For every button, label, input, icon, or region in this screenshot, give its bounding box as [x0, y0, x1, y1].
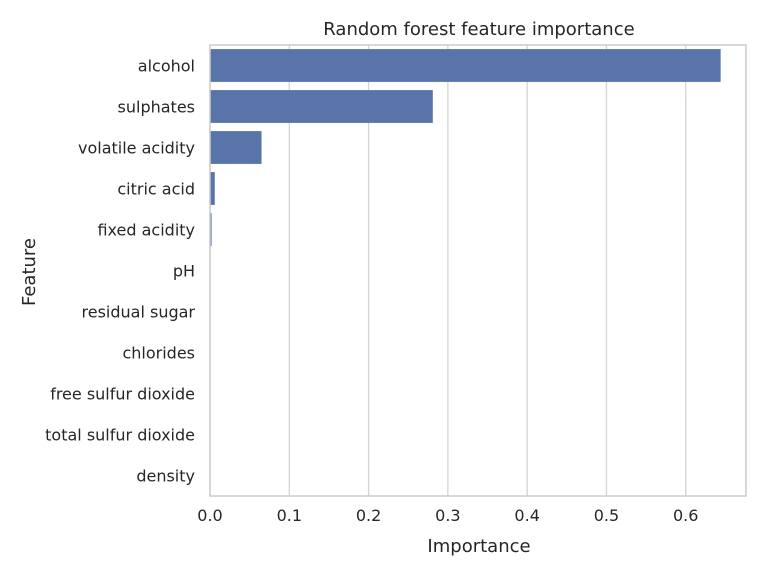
y-category-label: volatile acidity — [78, 139, 195, 158]
x-tick-label: 0.0 — [197, 506, 222, 525]
y-category-label: chlorides — [122, 344, 195, 363]
x-tick-label: 0.2 — [356, 506, 381, 525]
y-axis-label: Feature — [19, 238, 40, 306]
x-tick-label: 0.3 — [435, 506, 460, 525]
y-category-label: pH — [173, 262, 195, 281]
bar — [210, 172, 215, 205]
y-category-labels: alcohol sulphates volatile acidity citric a… — [45, 57, 195, 486]
x-tick-labels: 0.0 0.1 0.2 0.3 0.4 0.5 0.6 — [197, 506, 698, 525]
plot-frame — [209, 44, 747, 497]
y-category-label: alcohol — [138, 57, 195, 76]
bar — [210, 90, 433, 123]
y-category-label: total sulfur dioxide — [45, 426, 195, 445]
bar — [210, 49, 721, 82]
y-category-label: density — [136, 467, 195, 486]
x-tick-label: 0.6 — [673, 506, 698, 525]
y-category-label: residual sugar — [82, 303, 196, 322]
bars — [210, 49, 721, 246]
axes-frame — [209, 44, 747, 497]
x-axis-label: Importance — [427, 536, 530, 557]
bar — [210, 213, 212, 246]
x-tick-label: 0.4 — [514, 506, 539, 525]
y-category-label: fixed acidity — [97, 221, 195, 240]
chart-title: Random forest feature importance — [323, 19, 634, 40]
y-category-label: citric acid — [117, 180, 195, 199]
y-category-label: sulphates — [118, 98, 195, 117]
x-tick-label: 0.5 — [594, 506, 619, 525]
x-tick-label: 0.1 — [277, 506, 302, 525]
y-category-label: free sulfur dioxide — [50, 385, 195, 404]
bar — [210, 131, 262, 164]
